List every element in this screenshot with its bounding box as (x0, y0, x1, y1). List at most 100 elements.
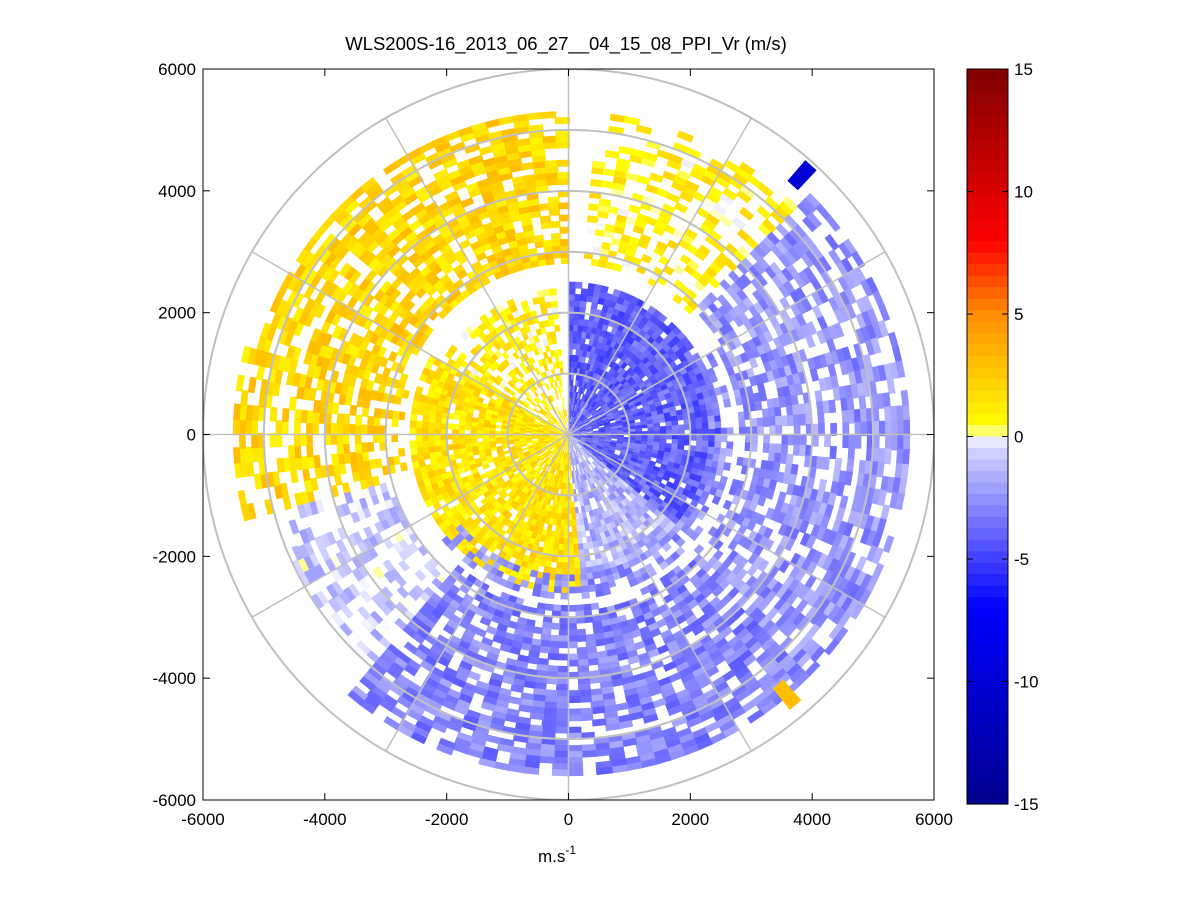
velocity-cell-inner-south (594, 488, 600, 496)
velocity-cell-west-outer (288, 457, 297, 472)
velocity-cell-inner-north (573, 410, 577, 418)
velocity-cell-east-outer (787, 434, 795, 446)
velocity-cell-south-outer (793, 671, 811, 688)
velocity-cell-southwest-outer (337, 590, 351, 606)
velocity-cell-inner-southwest (550, 438, 558, 442)
velocity-cell-west-outer (285, 370, 296, 386)
velocity-cell-inner-southwest (543, 566, 551, 574)
velocity-cell-inner-south (588, 510, 595, 518)
velocity-cell-inner-southwest (477, 528, 487, 538)
velocity-cell-south-outer (674, 635, 688, 647)
velocity-cell-south-outer (633, 678, 648, 689)
velocity-cell-east-outer (855, 313, 868, 330)
velocity-cell-south-outer (752, 628, 768, 643)
velocity-cell-south-outer (523, 754, 541, 763)
velocity-cell-inner-south (573, 451, 577, 459)
velocity-cell-northwest-outer (275, 283, 289, 301)
velocity-cell-northeast-outer (738, 161, 756, 176)
velocity-cell-northwest-outer (548, 202, 560, 210)
velocity-cell-west-outer (342, 423, 350, 435)
velocity-cell-southwest-outer (367, 534, 379, 548)
velocity-cell-northwest-outer (309, 352, 320, 367)
velocity-cell-inner-south (573, 494, 578, 502)
velocity-cell-east-outer (758, 240, 772, 255)
velocity-cell-east-outer (778, 534, 790, 549)
velocity-cell-south-outer (701, 602, 714, 615)
velocity-cell-east-outer (784, 463, 793, 475)
velocity-cell-south-outer (452, 704, 469, 716)
velocity-cell-south-outer (474, 627, 487, 638)
velocity-cell-south-outer (542, 707, 557, 716)
velocity-cell-inner-southwest (564, 507, 569, 515)
velocity-cell-south-outer (707, 698, 725, 712)
velocity-cell-inner-north (574, 411, 579, 418)
velocity-cell-inner-southwest (492, 456, 500, 462)
velocity-cell-northwest-outer (458, 218, 472, 230)
velocity-cell-inner-north (713, 414, 721, 423)
velocity-cell-south-outer (469, 638, 483, 649)
velocity-cell-south-outer (617, 720, 634, 730)
velocity-cell-inner-north (607, 400, 615, 407)
velocity-cell-inner-north (711, 459, 720, 469)
velocity-cell-inner-south (613, 481, 621, 490)
velocity-cell-east-outer (800, 297, 813, 312)
velocity-cell-inner-southwest (560, 458, 564, 465)
velocity-cell-inner-south (576, 443, 582, 449)
velocity-cell-inner-southwest (452, 438, 460, 445)
velocity-cell-inner-south (583, 523, 590, 532)
velocity-cell-east-outer (791, 648, 807, 665)
velocity-cell-inner-north (582, 325, 589, 333)
velocity-cell-inner-north (693, 456, 702, 465)
velocity-cell-inner-south (576, 531, 583, 539)
velocity-cell-inner-north (714, 421, 722, 429)
velocity-cell-inner-southwest (500, 428, 508, 432)
velocity-cell-northwest-outer (374, 334, 386, 347)
velocity-cell-west-outer (343, 452, 352, 464)
velocity-cell-inner-north (689, 445, 697, 452)
velocity-cell-east-outer (898, 478, 908, 496)
velocity-cell-inner-south (619, 483, 628, 492)
velocity-cell-south-outer (549, 634, 560, 642)
velocity-cell-inner-north (700, 452, 708, 460)
velocity-cell-south-outer (756, 672, 773, 688)
velocity-cell-east-outer (817, 502, 828, 517)
velocity-cell-east-outer (753, 301, 765, 315)
velocity-cell-west-outer (363, 388, 373, 400)
velocity-cell-southwest-outer (390, 513, 401, 525)
velocity-cell-inner-north (647, 385, 656, 393)
velocity-cell-inner-north (613, 364, 622, 372)
velocity-cell-northwest-outer (531, 154, 546, 163)
velocity-cell-east-outer (798, 519, 810, 534)
velocity-cell-northwest-outer (554, 117, 571, 125)
velocity-cell-south-outer (660, 629, 673, 640)
velocity-cell-east-outer (752, 467, 762, 478)
velocity-cell-inner-southwest (497, 489, 506, 497)
velocity-cell-east-outer (766, 460, 775, 472)
velocity-cell-inner-southwest (502, 465, 511, 472)
velocity-cell-east-outer (748, 304, 760, 318)
velocity-cell-northeast-outer (637, 239, 649, 250)
velocity-cell-inner-southwest (528, 504, 535, 513)
velocity-cell-northwest-outer (449, 174, 465, 187)
velocity-cell-northwest-outer (378, 235, 393, 250)
velocity-cell-northwest-outer (489, 136, 506, 147)
velocity-cell-inner-southwest (571, 507, 576, 515)
velocity-cell-northwest-outer (321, 233, 337, 250)
velocity-cell-east-outer (810, 245, 825, 262)
velocity-cell-east-outer (785, 405, 794, 417)
velocity-cell-south-outer (419, 659, 435, 673)
velocity-cell-south-outer (641, 707, 657, 718)
velocity-cell-inner-southwest (531, 492, 538, 500)
velocity-cell-northeast-outer (704, 234, 719, 247)
velocity-cell-northwest-outer (335, 289, 349, 304)
velocity-cell-inner-southwest (546, 498, 552, 506)
velocity-cell-inner-north (597, 398, 604, 405)
velocity-cell-southwest-outer (298, 529, 310, 545)
velocity-cell-east-outer (756, 344, 767, 357)
velocity-cell-east-outer (816, 401, 825, 414)
velocity-cell-inner-north (641, 437, 649, 442)
velocity-cell-inner-north (621, 462, 629, 469)
velocity-cell-south-outer (718, 719, 737, 733)
velocity-cell-inner-north (591, 365, 598, 373)
velocity-cell-south-outer (446, 618, 459, 631)
